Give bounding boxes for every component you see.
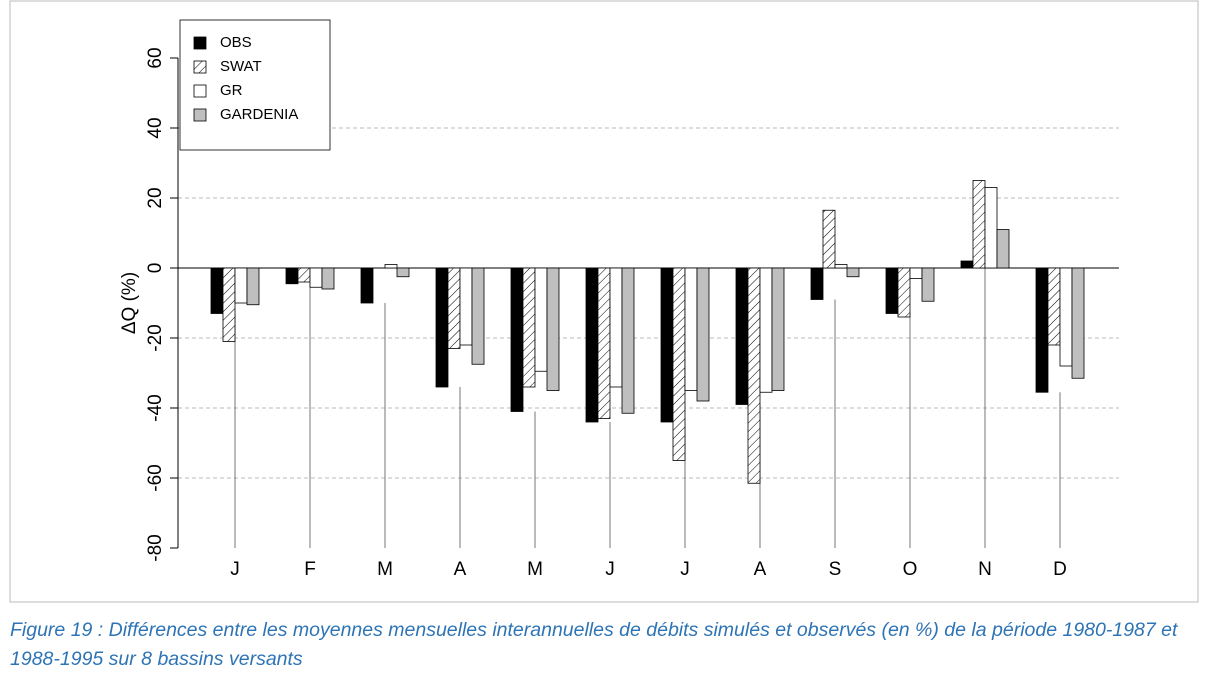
bar bbox=[621, 267, 635, 414]
bar bbox=[321, 267, 335, 290]
bar bbox=[897, 267, 911, 318]
bar bbox=[447, 267, 461, 349]
bar bbox=[210, 267, 224, 314]
x-tick-label: O bbox=[903, 559, 918, 580]
figure-caption: Figure 19 : Différences entre les moyenn… bbox=[10, 619, 1178, 670]
bar bbox=[672, 267, 686, 461]
bar bbox=[396, 267, 410, 278]
bar bbox=[1071, 267, 1085, 379]
bar bbox=[984, 187, 998, 269]
bar bbox=[996, 229, 1010, 269]
x-tick-label: F bbox=[304, 559, 316, 580]
bar bbox=[285, 267, 299, 285]
y-tick-label: -60 bbox=[145, 464, 166, 491]
bar bbox=[222, 267, 236, 342]
bar bbox=[822, 209, 836, 269]
legend-swatch bbox=[193, 108, 207, 122]
bar bbox=[735, 267, 749, 405]
bar bbox=[360, 267, 374, 304]
bar bbox=[660, 267, 674, 423]
bar bbox=[921, 267, 935, 302]
bar bbox=[1035, 267, 1049, 393]
bar bbox=[759, 267, 773, 393]
bar bbox=[771, 267, 785, 391]
bar bbox=[384, 264, 398, 269]
bar bbox=[471, 267, 485, 365]
x-tick-label: M bbox=[527, 559, 543, 580]
x-tick-label: J bbox=[230, 559, 240, 580]
bar bbox=[972, 180, 986, 269]
bar bbox=[909, 267, 923, 279]
legend-label: SWAT bbox=[220, 58, 262, 75]
bar bbox=[522, 267, 536, 388]
y-tick-label: -80 bbox=[145, 534, 166, 561]
bar bbox=[810, 267, 824, 300]
bar bbox=[510, 267, 524, 412]
bar bbox=[684, 267, 698, 391]
y-tick-label: -20 bbox=[145, 324, 166, 351]
bar bbox=[297, 267, 311, 283]
legend-label: OBS bbox=[220, 34, 252, 51]
chart-border bbox=[9, 0, 1199, 603]
y-tick-label: 0 bbox=[145, 263, 166, 274]
bar bbox=[459, 267, 473, 346]
bar bbox=[309, 267, 323, 288]
chart: ΔQ (%) -80 -60 -40 -20 0 20 40 60 J F M A M J J A S O N D OB… bbox=[9, 0, 1199, 603]
x-tick-label: A bbox=[454, 559, 467, 580]
bar bbox=[597, 267, 611, 419]
legend-swatch bbox=[193, 84, 207, 98]
x-tick-label: D bbox=[1053, 559, 1067, 580]
bar bbox=[747, 267, 761, 484]
bar bbox=[546, 267, 560, 391]
bar bbox=[885, 267, 899, 314]
x-tick-label: N bbox=[978, 559, 992, 580]
bar bbox=[246, 267, 260, 306]
bar bbox=[234, 267, 248, 304]
x-tick-label: S bbox=[829, 559, 842, 580]
y-tick-label: -40 bbox=[145, 394, 166, 421]
legend-swatch bbox=[193, 60, 207, 74]
bar bbox=[435, 267, 449, 388]
y-tick-label: 60 bbox=[145, 47, 166, 68]
y-tick-label: 40 bbox=[145, 117, 166, 138]
legend-label: GR bbox=[220, 82, 243, 99]
x-tick-label: M bbox=[377, 559, 393, 580]
legend-label: GARDENIA bbox=[220, 106, 298, 123]
bar bbox=[1047, 267, 1061, 346]
y-axis-label: ΔQ (%) bbox=[119, 272, 140, 334]
bar bbox=[609, 267, 623, 388]
y-tick-label: 20 bbox=[145, 187, 166, 208]
x-tick-label: J bbox=[680, 559, 690, 580]
bar bbox=[834, 264, 848, 269]
bar bbox=[1059, 267, 1073, 367]
bar bbox=[585, 267, 599, 423]
bar bbox=[696, 267, 710, 402]
bar bbox=[960, 260, 974, 269]
bar bbox=[534, 267, 548, 372]
x-tick-label: A bbox=[754, 559, 767, 580]
legend-swatch bbox=[193, 36, 207, 50]
bar bbox=[846, 267, 860, 278]
x-tick-label: J bbox=[605, 559, 615, 580]
